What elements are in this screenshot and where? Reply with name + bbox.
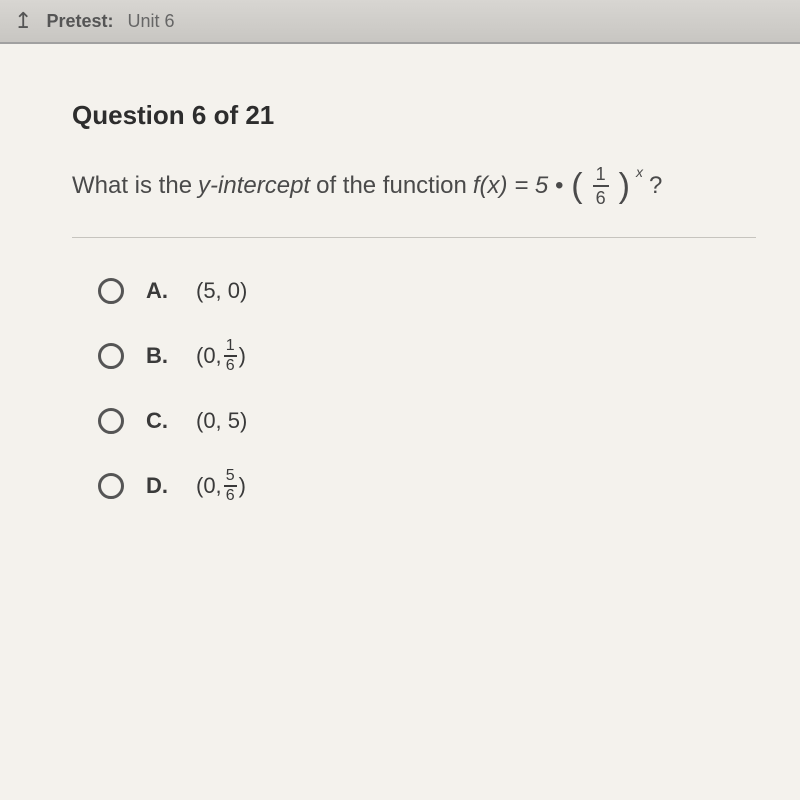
prompt-yintercept: y-intercept <box>198 172 310 200</box>
exponent: x <box>636 164 643 180</box>
option-text: (0, 5) <box>196 408 247 434</box>
question-mark: ? <box>649 172 662 200</box>
topbar: ↥ Pretest: Unit 6 <box>0 0 800 44</box>
option-post: ) <box>239 473 246 499</box>
radio-icon[interactable] <box>98 408 124 434</box>
option-text: (0, 1 6 ) <box>196 338 246 374</box>
option-a[interactable]: A. (5, 0) <box>98 278 756 304</box>
divider <box>72 237 756 238</box>
radio-icon[interactable] <box>98 278 124 304</box>
frac-denominator: 6 <box>596 187 606 207</box>
topbar-label: Pretest: <box>46 11 113 32</box>
option-b[interactable]: B. (0, 1 6 ) <box>98 338 756 374</box>
option-letter: C. <box>146 408 174 434</box>
prompt-mid: of the function <box>316 172 467 200</box>
option-c[interactable]: C. (0, 5) <box>98 408 756 434</box>
fx-expression: f(x) = 5 • <box>473 172 563 200</box>
option-d[interactable]: D. (0, 5 6 ) <box>98 468 756 504</box>
prompt-lead: What is the <box>72 172 192 200</box>
radio-icon[interactable] <box>98 343 124 369</box>
frac-numerator: 1 <box>224 338 237 357</box>
paren-open: ( <box>571 167 582 206</box>
frac-numerator: 5 <box>224 468 237 487</box>
options-list: A. (5, 0) B. (0, 1 6 ) C. (0, 5) <box>72 278 756 504</box>
topbar-unit: Unit 6 <box>127 11 174 32</box>
option-pre: (0, 5) <box>196 408 247 434</box>
back-icon[interactable]: ↥ <box>14 8 32 34</box>
option-text: (0, 5 6 ) <box>196 468 246 504</box>
paren-close: ) <box>619 167 630 206</box>
fraction-one-sixth: 1 6 <box>593 165 609 207</box>
option-post: ) <box>239 343 246 369</box>
option-fraction: 1 6 <box>224 338 237 374</box>
frac-numerator: 1 <box>593 165 609 187</box>
option-pre: (0, <box>196 343 222 369</box>
radio-icon[interactable] <box>98 473 124 499</box>
option-pre: (0, <box>196 473 222 499</box>
option-text: (5, 0) <box>196 278 247 304</box>
option-pre: (5, 0) <box>196 278 247 304</box>
option-letter: D. <box>146 473 174 499</box>
option-letter: B. <box>146 343 174 369</box>
frac-denominator: 6 <box>226 357 235 374</box>
question-prompt: What is the y-intercept of the function … <box>72 165 756 207</box>
frac-denominator: 6 <box>226 487 235 504</box>
question-panel: Question 6 of 21 What is the y-intercept… <box>0 44 800 800</box>
option-letter: A. <box>146 278 174 304</box>
question-title: Question 6 of 21 <box>72 100 756 131</box>
option-fraction: 5 6 <box>224 468 237 504</box>
